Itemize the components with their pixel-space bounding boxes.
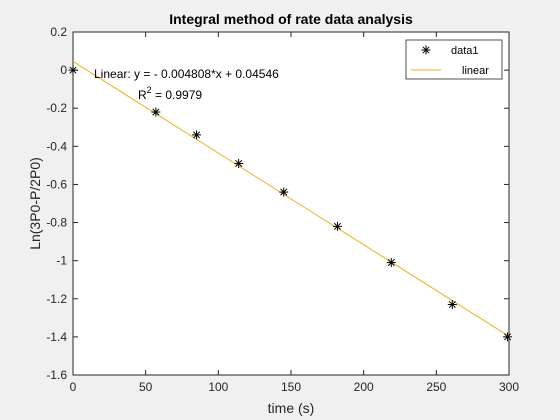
r2-value: = 0.9979 bbox=[152, 88, 203, 102]
y-tick-label: -0.2 bbox=[46, 101, 67, 115]
x-tick-label: 200 bbox=[354, 380, 374, 394]
x-tick-label: 100 bbox=[208, 380, 228, 394]
legend-label-linear: linear bbox=[462, 65, 489, 77]
data-point bbox=[192, 130, 202, 140]
plot-area bbox=[72, 31, 510, 376]
plot-clip-group bbox=[68, 61, 513, 342]
legend-marker-data1 bbox=[421, 45, 431, 55]
data-point bbox=[503, 332, 513, 342]
y-tick-label: -1.2 bbox=[46, 292, 67, 306]
y-tick-label: 0 bbox=[60, 63, 67, 77]
legend: data1 linear bbox=[405, 39, 503, 80]
r2-symbol: R bbox=[138, 88, 147, 102]
x-tick-label: 0 bbox=[70, 380, 77, 394]
legend-asterisk bbox=[421, 45, 431, 55]
data-point bbox=[234, 158, 244, 168]
data-point bbox=[68, 65, 78, 75]
chart-title: Integral method of rate data analysis bbox=[169, 11, 413, 27]
y-tick-label: -0.4 bbox=[46, 139, 67, 153]
data-point bbox=[151, 107, 161, 117]
y-axis-ticks: 0.2 0 -0.2 -0.4 -0.6 -0.8 -1 -1.2 -1.4 -1.6 bbox=[46, 25, 509, 382]
x-tick-label: 150 bbox=[281, 380, 301, 394]
y-tick-label: -0.6 bbox=[46, 177, 67, 191]
y-tick-label: 0.2 bbox=[50, 25, 67, 39]
x-axis-label: time (s) bbox=[268, 400, 315, 416]
y-tick-label: -1.6 bbox=[46, 368, 67, 382]
fit-line-layer bbox=[73, 61, 509, 337]
x-axis-ticks: 0 50 100 150 200 250 300 bbox=[70, 32, 519, 394]
data-point bbox=[279, 187, 289, 197]
y-tick-label: -0.8 bbox=[46, 216, 67, 230]
y-axis-label: Ln(3P0-P/2P0) bbox=[27, 157, 43, 250]
r2-superscript: 2 bbox=[147, 85, 152, 95]
y-tick-label: -1 bbox=[56, 254, 67, 268]
data-point bbox=[386, 258, 396, 268]
legend-box bbox=[405, 39, 503, 80]
x-tick-label: 50 bbox=[139, 380, 153, 394]
y-tick-label: -1.4 bbox=[46, 330, 67, 344]
x-tick-label: 250 bbox=[426, 380, 446, 394]
data-point bbox=[447, 299, 457, 309]
fit-equation: Linear: y = - 0.004808*x + 0.04546 bbox=[94, 67, 279, 81]
data-point bbox=[333, 221, 343, 231]
data-markers-layer bbox=[68, 65, 513, 342]
fit-annotation: Linear: y = - 0.004808*x + 0.04546 R2 = … bbox=[94, 67, 279, 102]
fit-line bbox=[73, 61, 509, 337]
legend-label-data1: data1 bbox=[451, 45, 479, 57]
fit-r-squared: R2 = 0.9979 bbox=[138, 85, 202, 102]
x-tick-label: 300 bbox=[499, 380, 519, 394]
